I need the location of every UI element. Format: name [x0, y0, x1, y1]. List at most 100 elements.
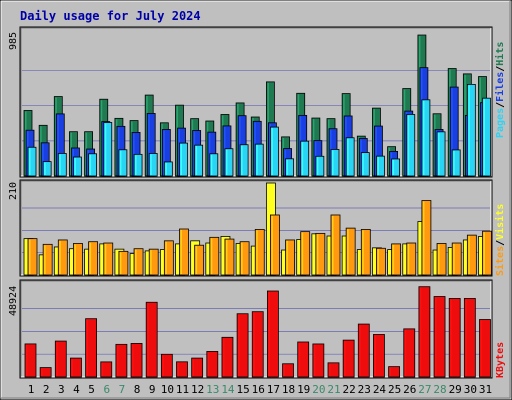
- bar-kbytes-day-13: [206, 351, 219, 378]
- bar-sites-day-7: [118, 250, 129, 276]
- legend-visits: Visits: [494, 204, 506, 240]
- x-label-day-7: 7: [119, 383, 126, 396]
- bar-kbytes-day-8: [130, 343, 143, 378]
- x-label-day-26: 26: [403, 383, 416, 396]
- bar-sites-day-25: [391, 243, 402, 276]
- x-label-day-23: 23: [358, 383, 371, 396]
- x-label-day-9: 9: [149, 383, 156, 396]
- x-label-day-30: 30: [464, 383, 477, 396]
- bar-pages-day-8: [133, 153, 143, 177]
- x-label-day-17: 17: [267, 383, 280, 396]
- x-label-day-13: 13: [206, 383, 219, 396]
- bar-kbytes-day-7: [115, 343, 128, 378]
- bar-sites-day-10: [163, 240, 174, 276]
- bar-sites-day-13: [209, 236, 220, 276]
- x-label-day-16: 16: [252, 383, 265, 396]
- bar-sites-day-19: [300, 231, 311, 276]
- x-label-day-25: 25: [388, 383, 401, 396]
- x-label-day-11: 11: [176, 383, 189, 396]
- bar-pages-day-27: [421, 99, 431, 177]
- visitors-legend: Sites/Visits: [494, 204, 506, 276]
- legend-sep-1: /: [495, 102, 506, 108]
- bar-kbytes-day-6: [100, 361, 113, 378]
- bar-sites-day-26: [406, 242, 417, 276]
- bar-sites-day-27: [421, 200, 432, 276]
- bar-pages-day-24: [376, 155, 385, 177]
- x-label-day-29: 29: [449, 383, 462, 396]
- bar-kbytes-day-24: [373, 334, 385, 378]
- bar-kbytes-day-22: [342, 339, 355, 378]
- bar-sites-day-20: [315, 232, 326, 276]
- bar-pages-day-31: [482, 97, 491, 177]
- bar-pages-day-29: [451, 149, 461, 177]
- bar-sites-day-22: [345, 227, 356, 276]
- x-label-day-1: 1: [28, 383, 35, 396]
- bar-sites-day-12: [194, 244, 205, 276]
- bar-kbytes-day-28: [433, 296, 446, 378]
- bar-kbytes-day-9: [145, 301, 158, 378]
- x-label-day-22: 22: [343, 383, 356, 396]
- x-label-day-27: 27: [418, 383, 431, 396]
- bar-pages-day-20: [315, 155, 325, 177]
- bar-pages-day-4: [73, 156, 82, 177]
- bar-pages-day-7: [118, 149, 128, 177]
- bar-sites-day-6: [103, 242, 114, 276]
- chart-title: Daily usage for July 2024: [20, 9, 201, 23]
- x-label-day-24: 24: [373, 383, 387, 396]
- bar-sites-day-5: [88, 241, 98, 276]
- bar-pages-day-23: [360, 152, 370, 177]
- x-label-day-3: 3: [58, 383, 65, 396]
- bar-sites-day-15: [239, 241, 250, 276]
- bar-sites-day-23: [360, 229, 371, 276]
- bar-kbytes-day-1: [24, 343, 37, 378]
- x-label-day-28: 28: [433, 383, 446, 396]
- bar-kbytes-day-16: [251, 311, 264, 378]
- bar-sites-day-11: [179, 228, 189, 276]
- x-label-day-4: 4: [73, 383, 80, 396]
- bar-kbytes-day-3: [54, 340, 67, 378]
- bar-kbytes-day-18: [282, 363, 294, 378]
- bar-pages-day-1: [27, 146, 37, 177]
- bar-kbytes-day-12: [191, 357, 204, 378]
- bar-sites-day-3: [57, 239, 68, 276]
- x-label-day-5: 5: [88, 383, 95, 396]
- bar-sites-day-1: [27, 238, 38, 276]
- bar-pages-day-9: [148, 153, 158, 177]
- bar-sites-day-21: [330, 214, 341, 276]
- bytes-ymax-label: 48924: [8, 286, 19, 316]
- bar-kbytes-day-4: [70, 357, 82, 378]
- bytes-legend: KBytes: [495, 342, 506, 378]
- bar-pages-day-3: [57, 153, 67, 177]
- x-label-day-15: 15: [236, 383, 249, 396]
- x-label-day-2: 2: [43, 383, 50, 396]
- bar-pages-day-6: [103, 122, 113, 177]
- traffic-legend: Pages/Files/Hits: [494, 42, 506, 138]
- x-axis-labels: 1 2 3 4 5 6 7 8 9 10 11 12 13 14 15 16 17 18 19 20 21 22 23 24 2…: [28, 383, 492, 396]
- bar-pages-day-28: [436, 131, 446, 177]
- bar-sites-day-14: [224, 238, 235, 276]
- bar-sites-day-8: [133, 248, 144, 276]
- legend-hits: Hits: [494, 42, 506, 66]
- bar-kbytes-day-20: [312, 343, 325, 378]
- bar-sites-day-2: [42, 243, 53, 276]
- bar-sites-day-9: [148, 248, 159, 276]
- legend-files: Files: [494, 72, 506, 102]
- bar-pages-day-14: [224, 148, 234, 177]
- bar-kbytes-day-17: [266, 290, 279, 378]
- legend-sep-3: /: [495, 240, 506, 246]
- legend-kbytes: KBytes: [495, 342, 506, 378]
- x-label-day-31: 31: [479, 383, 492, 396]
- bar-kbytes-day-29: [448, 298, 461, 378]
- bar-kbytes-day-25: [388, 366, 401, 378]
- bar-pages-day-2: [42, 161, 52, 177]
- bar-pages-day-18: [285, 158, 294, 177]
- bar-pages-day-10: [163, 161, 173, 177]
- bar-pages-day-13: [209, 153, 219, 177]
- bar-pages-day-5: [88, 153, 97, 177]
- bar-sites-day-28: [436, 243, 447, 276]
- bar-pages-day-30: [466, 83, 476, 177]
- legend-sep-2: /: [495, 66, 506, 72]
- bar-pages-day-22: [345, 137, 355, 177]
- x-label-day-8: 8: [134, 383, 141, 396]
